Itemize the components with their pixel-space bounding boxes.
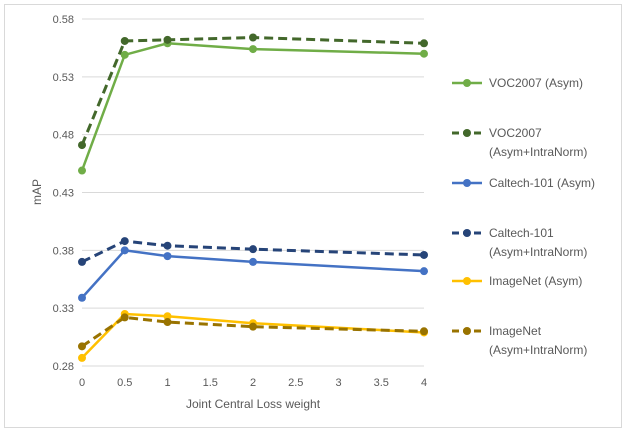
data-point — [120, 237, 129, 246]
x-tick-label: 2 — [250, 377, 256, 389]
data-point — [249, 33, 257, 42]
y-tick-label: 0.33 — [53, 303, 74, 315]
legend-label: ImageNet (Asym) — [489, 274, 582, 288]
x-tick-label: 1.5 — [203, 377, 218, 389]
x-tick-label: 3 — [335, 377, 341, 389]
x-axis-label: Joint Central Loss weight — [186, 397, 321, 411]
data-point — [78, 353, 86, 362]
data-point — [420, 267, 428, 276]
x-tick-label: 3.5 — [374, 377, 389, 389]
y-tick-label: 0.43 — [53, 188, 74, 200]
x-tick-label: 0.5 — [117, 377, 132, 389]
legend-marker — [463, 327, 471, 335]
legend-marker — [463, 79, 471, 87]
data-point — [420, 49, 428, 58]
data-point — [163, 318, 172, 327]
data-point — [249, 322, 257, 331]
legend-marker — [463, 277, 471, 285]
legend-item: VOC2007 (Asym) — [452, 76, 583, 90]
legend-marker — [463, 129, 471, 137]
x-tick-label: 2.5 — [288, 377, 303, 389]
y-tick-label: 0.38 — [53, 245, 74, 257]
data-point — [249, 245, 257, 254]
data-point — [420, 250, 428, 259]
legend-item: Caltech-101 (Asym+IntraNorm) — [452, 226, 587, 259]
data-point — [120, 246, 129, 255]
x-tick-label: 4 — [421, 377, 427, 389]
series-line-2 — [81, 249, 425, 299]
y-tick-label: 0.28 — [53, 361, 74, 373]
legend-item: ImageNet (Asym+IntraNorm) — [452, 324, 587, 357]
legend-label: (Asym+IntraNorm) — [489, 343, 587, 357]
data-point — [249, 257, 257, 266]
legend-label: (Asym+IntraNorm) — [489, 145, 587, 159]
data-point — [120, 313, 129, 322]
data-point — [249, 45, 257, 54]
data-point — [163, 241, 172, 250]
legend-marker — [463, 179, 471, 187]
x-tick-label: 1 — [164, 377, 170, 389]
legend-label: VOC2007 — [489, 126, 542, 140]
data-point — [78, 257, 86, 266]
data-point — [420, 39, 428, 48]
data-point — [120, 50, 129, 59]
y-axis-label: mAP — [30, 179, 44, 205]
chart-frame — [4, 4, 622, 428]
data-point — [78, 342, 86, 351]
y-tick-label: 0.58 — [53, 14, 74, 26]
legend-label: ImageNet — [489, 324, 542, 338]
legend-item: VOC2007 (Asym+IntraNorm) — [452, 126, 587, 159]
data-point — [163, 35, 172, 44]
legend-label: Caltech-101 — [489, 226, 554, 240]
series-line-5 — [81, 315, 425, 348]
data-point — [163, 312, 172, 321]
legend-label: Caltech-101 (Asym) — [489, 176, 595, 190]
legend-label: VOC2007 (Asym) — [489, 76, 583, 90]
y-tick-label: 0.53 — [53, 72, 74, 84]
data-point — [78, 166, 86, 175]
legend-item: Caltech-101 (Asym) — [452, 176, 595, 190]
x-tick-label: 0 — [79, 377, 85, 389]
data-point — [163, 252, 172, 261]
legend-label: (Asym+IntraNorm) — [489, 245, 587, 259]
y-tick-label: 0.48 — [53, 130, 74, 142]
legend-item: ImageNet (Asym) — [452, 274, 582, 288]
legend-marker — [463, 229, 471, 237]
data-point — [120, 36, 129, 45]
series-line-0 — [80, 42, 425, 171]
data-point — [78, 141, 86, 150]
data-point — [420, 327, 428, 336]
data-point — [78, 293, 86, 302]
